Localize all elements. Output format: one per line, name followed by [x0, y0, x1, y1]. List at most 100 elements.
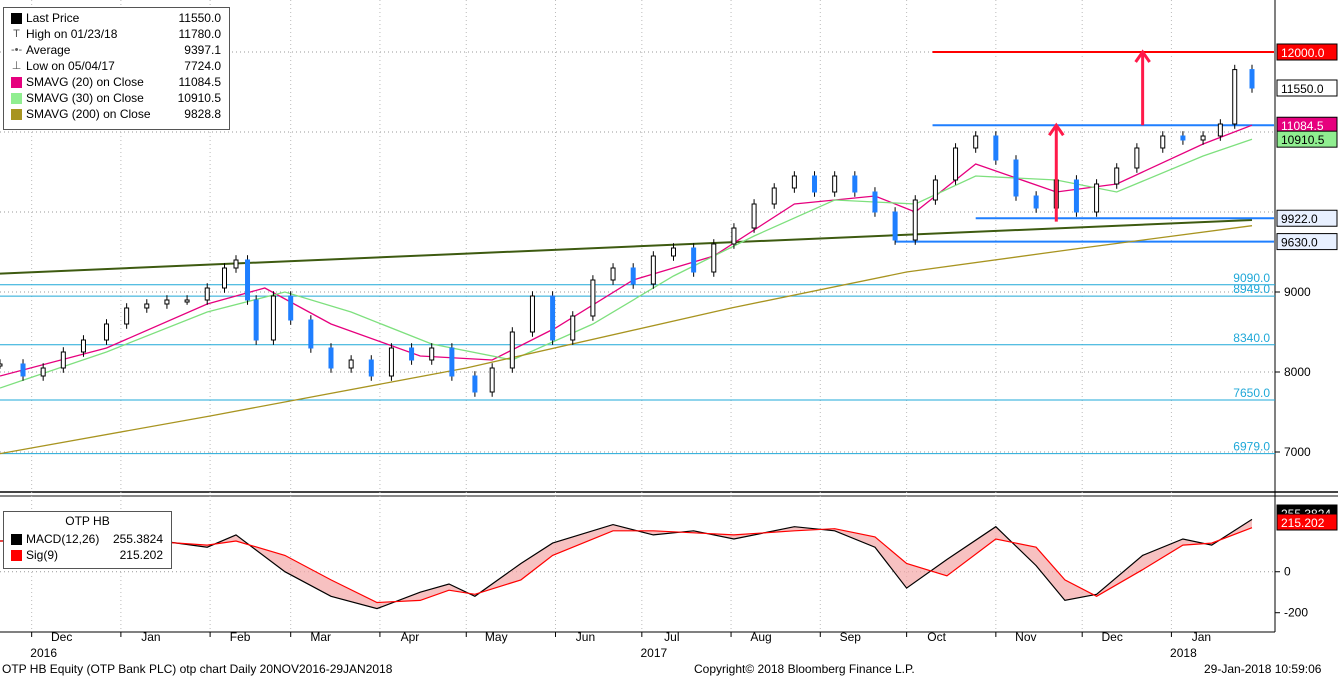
- month-label: Feb: [230, 630, 251, 644]
- candle-body: [1180, 135, 1186, 141]
- candle-body: [245, 259, 251, 301]
- legend-label: SMAVG (20) on Close: [26, 75, 144, 89]
- candle-body: [1073, 179, 1079, 213]
- candle-body: [932, 179, 938, 201]
- retracement-level-label: 7650.0: [1233, 386, 1270, 400]
- month-label: May: [485, 630, 508, 644]
- legend-row: Sig(9) 215.202: [4, 547, 171, 563]
- retracement-level-label: 8340.0: [1233, 331, 1270, 345]
- candle-body: [388, 347, 394, 377]
- candle-body: [1013, 159, 1019, 197]
- candle-body: [650, 255, 656, 285]
- candle-body: [509, 331, 515, 369]
- candle-body: [1217, 123, 1223, 137]
- year-label: 2018: [1170, 646, 1197, 660]
- legend-value: 215.202: [119, 548, 163, 562]
- candle-body: [953, 147, 959, 181]
- year-label: 2016: [30, 646, 57, 660]
- candle-body: [691, 247, 697, 273]
- candle-body: [221, 267, 227, 289]
- candle-body: [253, 299, 259, 341]
- retracement-level-label: 6979.0: [1233, 440, 1270, 454]
- legend-value: 11550.0: [178, 11, 222, 25]
- candle-body: [308, 319, 314, 349]
- candle-body: [1200, 135, 1206, 141]
- candle-body: [771, 187, 777, 205]
- legend-label: SMAVG (30) on Close: [26, 91, 144, 105]
- candle-body: [270, 295, 276, 341]
- candle-body: [124, 307, 130, 325]
- legend-row: -•- Average 9397.1: [4, 42, 229, 58]
- legend-glyph-icon: T: [13, 28, 20, 40]
- footer-timestamp: 29-Jan-2018 10:59:06: [1204, 662, 1322, 676]
- candle-body: [1114, 167, 1120, 185]
- candle-body: [60, 351, 66, 369]
- candle-body: [892, 211, 898, 241]
- candle-body: [1232, 69, 1238, 125]
- candle-body: [40, 367, 46, 377]
- legend-swatch: [11, 109, 22, 120]
- price-value-box-label: 11084.5: [1281, 119, 1324, 133]
- legend-value: 255.3824: [112, 532, 163, 546]
- legend-swatch: [11, 77, 22, 88]
- candle-body: [973, 135, 979, 149]
- month-label: Aug: [750, 630, 771, 644]
- price-value-box-label: 12000.0: [1281, 46, 1325, 60]
- macd-value-box-label: 215.202: [1281, 516, 1325, 530]
- legend-row: T High on 01/23/18 11780.0: [4, 26, 229, 42]
- legend-value: 9828.8: [184, 107, 221, 121]
- macd-line: [0, 518, 1253, 610]
- legend-row: SMAVG (20) on Close 11084.5: [4, 74, 229, 90]
- candle-body: [472, 375, 478, 393]
- candle-body: [670, 247, 676, 257]
- legend-swatch: [11, 550, 22, 561]
- candle-body: [590, 279, 596, 317]
- macd-histogram-area: [0, 519, 1252, 609]
- legend-label: Sig(9): [26, 548, 59, 562]
- candle-body: [233, 259, 239, 269]
- legend-label: Last Price: [26, 11, 80, 25]
- candle-body: [1160, 135, 1166, 149]
- legend-row: SMAVG (200) on Close 9828.8: [4, 106, 229, 122]
- candle-body: [1134, 147, 1140, 169]
- candle-body: [912, 199, 918, 241]
- candle-body: [449, 347, 455, 377]
- legend-label: Low on 05/04/17: [26, 59, 115, 73]
- legend-swatch: [11, 93, 22, 104]
- candle-body: [368, 359, 374, 377]
- candle-body: [751, 203, 757, 229]
- moving-average-line: [0, 225, 1253, 455]
- candle-body: [1033, 195, 1039, 209]
- candle-body: [288, 295, 294, 321]
- candle-body: [429, 347, 435, 361]
- month-label: Jan: [1192, 630, 1211, 644]
- retracement-level-label: 8949.0: [1233, 282, 1270, 296]
- moving-average-line: [0, 138, 1253, 389]
- candle-body: [0, 363, 3, 367]
- candle-body: [630, 267, 636, 285]
- trend-line: [0, 219, 1253, 275]
- candle-body: [812, 175, 818, 193]
- target-arrow-head: [1048, 122, 1065, 137]
- candle-body: [610, 267, 616, 281]
- month-label: Jan: [141, 630, 160, 644]
- month-label: Dec: [51, 630, 72, 644]
- target-arrow-head: [1134, 49, 1151, 63]
- candle-body: [103, 323, 109, 341]
- price-value-box: [1276, 130, 1338, 148]
- legend-label: High on 01/23/18: [26, 27, 118, 41]
- macd-tick-label: 0: [1284, 565, 1291, 579]
- legend-value: 11084.5: [178, 75, 222, 89]
- macd-legend-title: OTP HB: [65, 514, 110, 528]
- candle-body: [550, 295, 556, 341]
- month-label: Nov: [1015, 630, 1036, 644]
- candle-body: [872, 191, 878, 213]
- price-value-box: [1276, 79, 1338, 97]
- month-label: Dec: [1102, 630, 1123, 644]
- legend-swatch: [11, 13, 22, 24]
- candle-body: [409, 347, 415, 361]
- candle-body: [993, 135, 999, 161]
- price-value-box: [1276, 209, 1338, 227]
- price-tick-label: 9000: [1284, 285, 1311, 299]
- legend-row: SMAVG (30) on Close 10910.5: [4, 90, 229, 106]
